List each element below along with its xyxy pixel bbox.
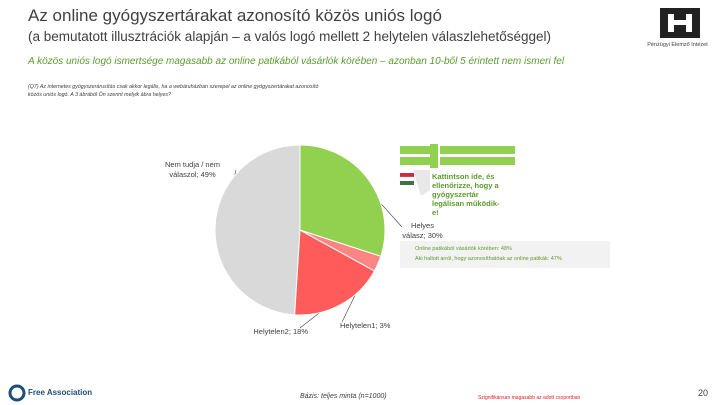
pie-slice [299, 144, 386, 257]
logo-caption: Kattintson ide, és ellenőrizze, hogy a g… [432, 172, 500, 217]
data-label: Nem tudja / nem válaszol; 49% [164, 160, 221, 179]
highlight: A közös uniós logó ismertsége magasabb a… [28, 56, 565, 67]
data-label: Helytelen2; 18% [253, 327, 308, 336]
title: Az online gyógyszertárakat azonosító köz… [28, 6, 442, 25]
annotation: Online patikából vásárlók körében: 48% [415, 246, 512, 252]
subtitle: (a bemutatott illusztrációk alapján – a … [28, 29, 552, 44]
institute: Pénzügyi Elemző Intézet [647, 42, 708, 48]
pie-slice [214, 144, 301, 316]
annotation: Aki hallott arról, hogy azonosíthatóak a… [415, 256, 562, 262]
data-label: Helyes válasz; 30% [402, 221, 443, 240]
logo-illustration [399, 144, 515, 196]
pie-slice [294, 229, 376, 316]
annotation-box [400, 241, 610, 268]
brand: Free Association [28, 388, 93, 397]
institute-logo [660, 8, 700, 38]
footnote: Szignifikánsan magasabb az adott csoport… [478, 395, 581, 401]
brand-logo [8, 384, 26, 402]
page-number: 20 [698, 388, 709, 398]
question: (Q7) Az internetes gyógyszerárusítás csa… [28, 84, 319, 98]
base: Bázis: teljes minta (n=1000) [300, 393, 387, 400]
data-label: Helytelen1; 3% [340, 321, 391, 330]
